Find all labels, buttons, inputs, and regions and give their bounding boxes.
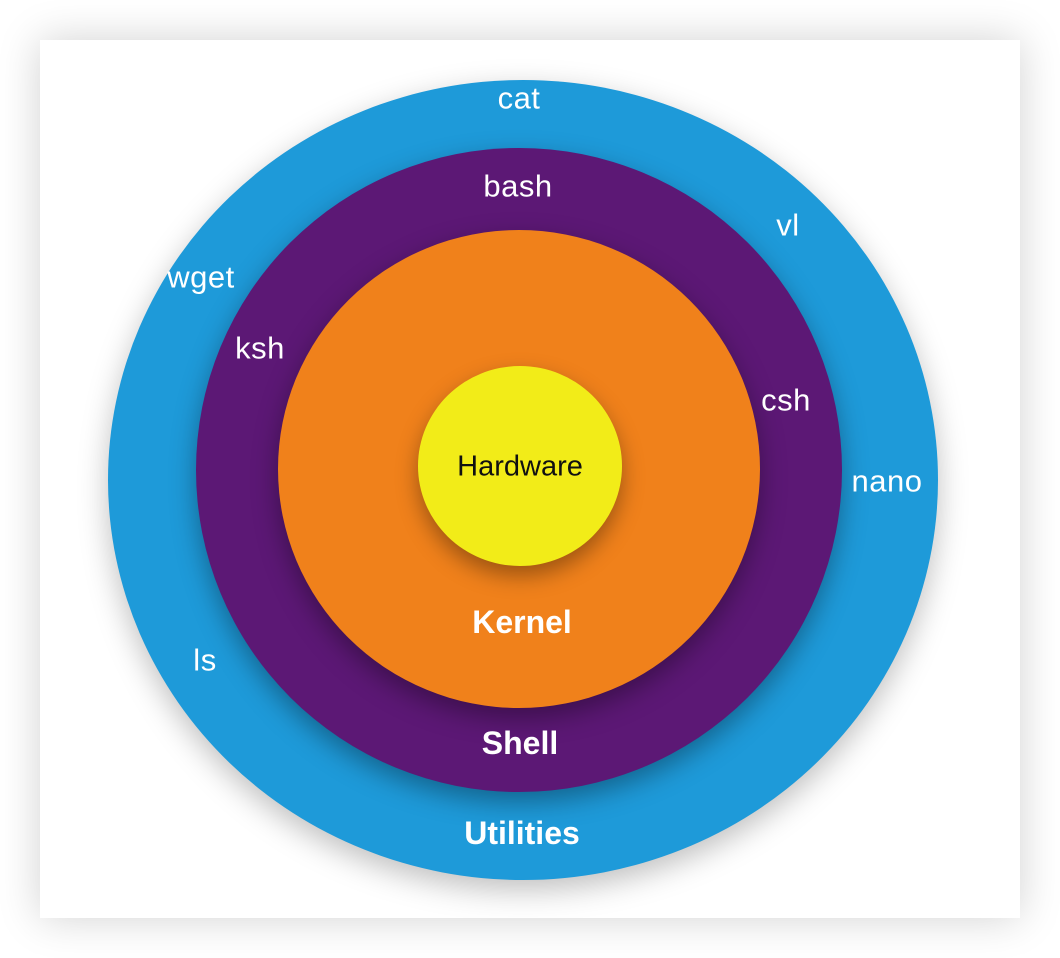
utility-vl-label: vl [776,207,800,243]
utility-nano-label: nano [851,463,923,499]
utilities-layer-label: Utilities [464,815,580,851]
utility-ls-label: ls [193,642,217,678]
kernel-layer-label: Kernel [472,604,572,640]
hardware-layer-label: Hardware [457,450,583,483]
hardware-core [418,366,622,566]
shell-layer-label: Shell [481,725,559,761]
utility-wget-label: wget [167,259,235,295]
shell-ksh-label: ksh [235,330,285,366]
shell-bash-label: bash [483,168,553,204]
shell-csh-label: csh [761,382,811,418]
utility-cat-label: cat [497,80,541,116]
